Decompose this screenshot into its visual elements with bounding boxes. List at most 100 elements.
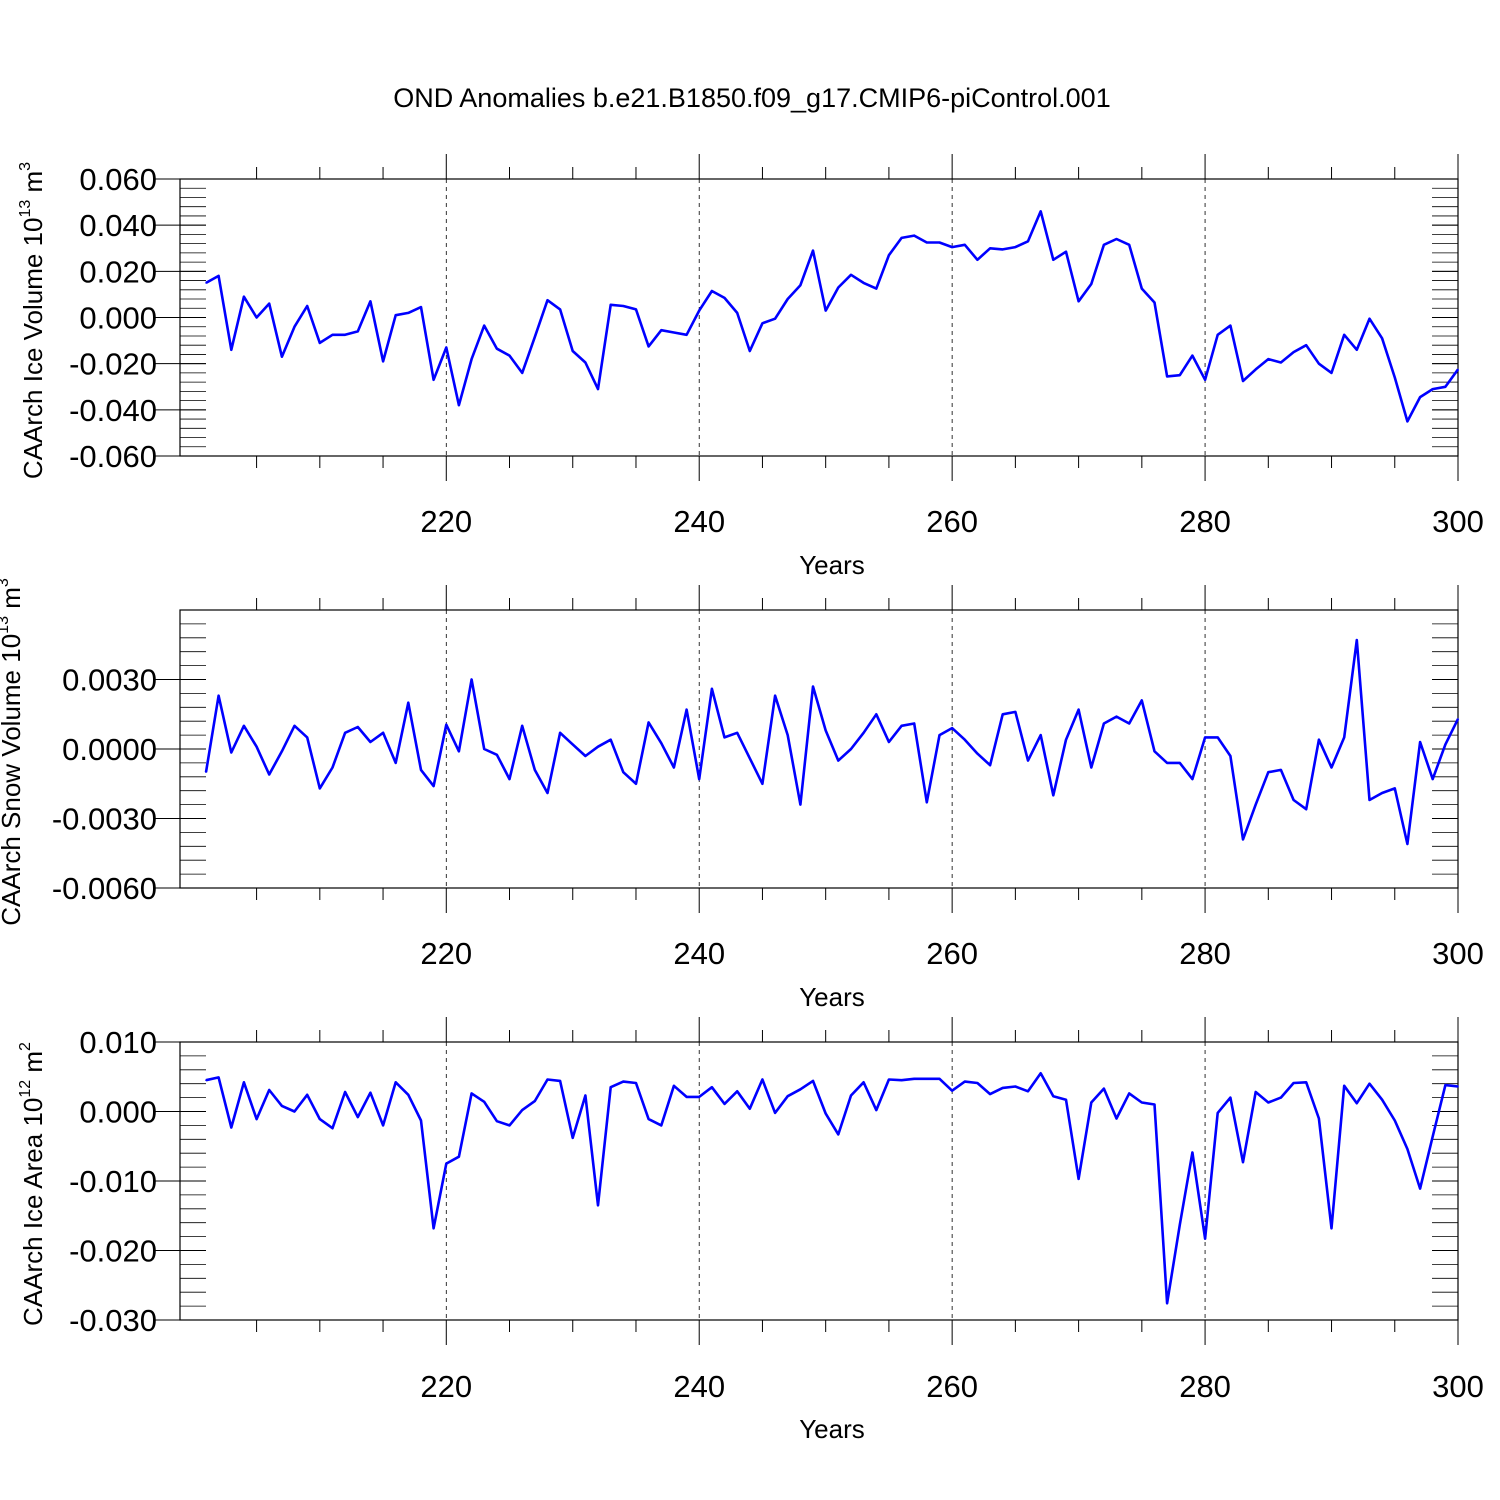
data-point [306, 305, 308, 307]
data-point [837, 286, 840, 289]
y-tick-label: -0.030 [69, 1303, 157, 1338]
data-point [344, 334, 346, 336]
data-point [976, 258, 979, 261]
data-point [1065, 738, 1067, 741]
data-point [736, 312, 738, 314]
data-point [1292, 351, 1295, 353]
data-point [356, 330, 359, 333]
data-point [331, 334, 334, 336]
data-point [1457, 368, 1459, 371]
data-point [698, 309, 701, 312]
data-point [1153, 301, 1156, 304]
data-point [217, 694, 220, 697]
data-point [1229, 1096, 1232, 1099]
data-point [812, 1080, 814, 1082]
data-point [635, 1082, 637, 1084]
data-point [546, 792, 549, 794]
data-point [483, 324, 486, 327]
data-point [1229, 755, 1232, 757]
y-axis-label-unit-exponent: 3 [0, 578, 12, 587]
data-point [1128, 1092, 1130, 1095]
data-point [951, 727, 953, 729]
data-point [458, 404, 460, 407]
data-point [407, 1094, 410, 1096]
data-point [1039, 210, 1042, 213]
data-point [293, 725, 296, 727]
x-axis-label: Years [799, 982, 865, 1012]
data-point [1166, 1302, 1168, 1305]
data-point [1305, 808, 1308, 811]
data-point [496, 1120, 498, 1123]
y-tick-label: 0.0000 [62, 732, 157, 767]
data-point [1027, 759, 1029, 762]
data-point [255, 1118, 258, 1120]
data-point [1242, 838, 1244, 841]
data-point [622, 1080, 625, 1083]
data-point [1292, 799, 1295, 801]
data-point [432, 785, 435, 787]
data-point [622, 771, 625, 773]
data-point [344, 731, 346, 734]
x-tick-label: 240 [673, 936, 725, 971]
data-point [926, 801, 928, 804]
y-axis-label-text: CAArch Snow Volume 10 [0, 634, 26, 926]
data-point [382, 731, 384, 734]
data-point [470, 678, 473, 681]
data-point [1191, 778, 1194, 780]
data-point [850, 748, 852, 750]
data-point [1343, 736, 1345, 739]
x-tick-label: 260 [926, 504, 978, 539]
data-point [571, 1137, 574, 1139]
data-point [255, 316, 258, 319]
data-point [963, 243, 966, 246]
data-point [420, 306, 422, 308]
data-point [761, 1078, 764, 1081]
data-point [597, 388, 599, 390]
data-point [571, 743, 574, 746]
y-tick-label: -0.0030 [52, 802, 157, 837]
chart-panel-snow-volume: -0.0060 -0.0030 0.0000 0.0030 220 240 260 280 30… [0, 578, 1484, 1012]
data-point [1381, 792, 1383, 794]
data-point [546, 1078, 549, 1081]
data-point [989, 247, 991, 250]
data-point [1065, 250, 1067, 253]
data-point [609, 304, 612, 306]
x-tick-label: 260 [926, 1369, 978, 1404]
data-point [597, 1204, 599, 1207]
data-point [1330, 766, 1333, 769]
data-point [1419, 396, 1421, 398]
data-point [1166, 762, 1168, 764]
data-point [420, 1119, 422, 1122]
y-axis-label-exponent: 13 [0, 616, 12, 634]
data-point [1381, 1098, 1383, 1101]
data-point [521, 725, 523, 727]
data-point [711, 687, 713, 690]
y-axis-label-unit: m [18, 1051, 48, 1080]
data-point [862, 282, 865, 284]
data-point [963, 1080, 966, 1083]
data-point [1178, 1223, 1181, 1226]
data-point [1419, 741, 1421, 743]
data-point [268, 302, 271, 305]
data-point [1001, 248, 1004, 251]
y-tick-label: -0.040 [69, 393, 157, 428]
data-point [1305, 344, 1308, 347]
data-point [647, 1118, 650, 1120]
data-point [1330, 1227, 1333, 1230]
data-point [1153, 750, 1156, 753]
data-point [736, 1090, 738, 1093]
data-point [534, 336, 536, 338]
data-point [812, 685, 814, 688]
data-point [888, 254, 890, 256]
data-point [521, 1109, 523, 1111]
data-point [837, 759, 840, 762]
data-point [900, 1079, 903, 1082]
data-point [217, 1076, 220, 1079]
y-tick-label: -0.020 [69, 347, 157, 382]
y-axis-label: CAArch Snow Volume 1013 m3 [0, 578, 26, 926]
data-point [685, 334, 688, 336]
data-point [1267, 1101, 1270, 1104]
y-tick-label: 0.020 [79, 254, 157, 289]
data-point [862, 731, 865, 734]
